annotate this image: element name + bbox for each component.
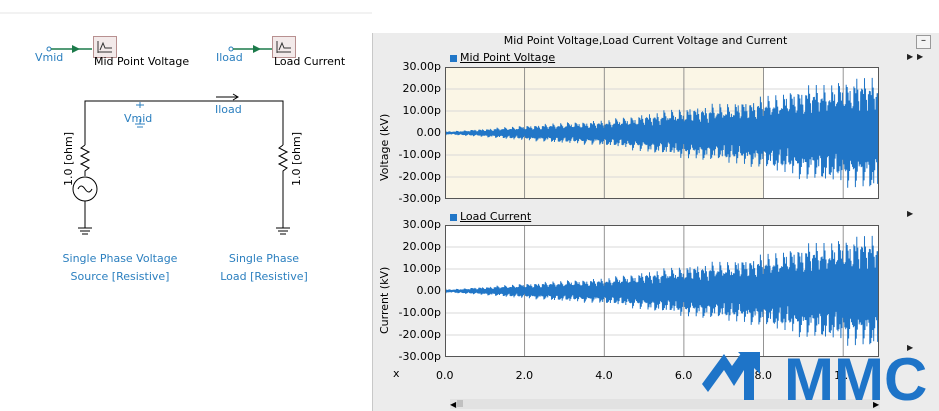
source-caption-line2: Source [Resistive] xyxy=(70,270,170,283)
current-plot-area[interactable] xyxy=(445,225,879,357)
scroll-left-arrow[interactable]: ◀ xyxy=(450,400,457,409)
vmid-meter-label: Mid Point Voltage xyxy=(94,55,190,68)
plot-frame xyxy=(445,225,879,357)
y-tick-label: 0.00 xyxy=(416,126,442,139)
y-tick-label: 20.00p xyxy=(402,82,441,95)
y-tick-label: -20.00p xyxy=(398,328,441,341)
y-tick-label: 20.00p xyxy=(402,240,441,253)
x-tick-label: 4.0 xyxy=(595,369,613,382)
load-caption-line2: Load [Resistive] xyxy=(220,270,308,283)
y-tick-label: 10.00p xyxy=(402,262,441,275)
panel-current-header: Load Current xyxy=(373,209,878,225)
y-tick-label: -30.00p xyxy=(398,350,441,363)
legend-swatch-current xyxy=(450,214,457,221)
vmid-node-probe xyxy=(135,102,145,128)
scroll-right-arrow[interactable]: ▶ xyxy=(873,400,880,409)
y-tick-label: 30.00p xyxy=(402,218,441,231)
iload-meter-label: Load Current xyxy=(274,55,346,68)
y-tick-label: 0.00 xyxy=(416,284,442,297)
load-caption: Single Phase Load [Resistive] xyxy=(204,250,324,286)
waveform-series xyxy=(445,77,879,188)
vmid-input-label: Vmid xyxy=(35,51,64,64)
load-caption-line1: Single Phase xyxy=(228,252,300,265)
branch-iload-label: Iload xyxy=(215,103,242,116)
iload-signal-wire xyxy=(228,45,272,53)
vmid-meter-icon[interactable] xyxy=(93,36,117,58)
current-y-axis-label: Current (kV) xyxy=(378,266,391,334)
y-tick-label: 10.00p xyxy=(402,104,441,117)
y-tick-label: 30.00p xyxy=(402,60,441,73)
circuit-schematic: Vmid Mid Point Voltage Iload Load Curren… xyxy=(0,0,372,411)
panel-voltage-scroll-arrow[interactable]: ▶ xyxy=(917,52,924,61)
source-caption-line1: Single Phase Voltage xyxy=(62,252,178,265)
x-tick-label: 1... xyxy=(834,369,852,382)
plot-frame xyxy=(445,67,879,199)
voltage-plot-area[interactable] xyxy=(445,67,879,199)
scroll-thumb[interactable] xyxy=(457,400,463,407)
logo-text: MMC xyxy=(784,346,927,404)
x-tick-label: 2.0 xyxy=(515,369,534,382)
legend-label-voltage[interactable]: Mid Point Voltage xyxy=(460,51,556,64)
iload-input-label: Iload xyxy=(216,51,243,64)
mmc-logo: MMC xyxy=(702,346,927,404)
y-tick-label: -10.00p xyxy=(398,148,441,161)
x-tick-label: 0.0 xyxy=(436,369,454,382)
node-vmid-label: Vmid xyxy=(124,112,153,125)
x-axis-name: x xyxy=(393,367,400,380)
source-caption: Single Phase Voltage Source [Resistive] xyxy=(50,250,190,286)
y-tick-label: -10.00p xyxy=(398,306,441,319)
main-circuit xyxy=(72,93,290,235)
minimize-button[interactable]: – xyxy=(916,35,931,49)
vmid-signal-wire xyxy=(46,45,92,53)
schematic-wiring xyxy=(0,12,372,235)
plot-window: Mid Point Voltage,Load Current Voltage a… xyxy=(372,33,939,411)
iload-meter-icon[interactable] xyxy=(272,36,296,58)
load-resistor-label: 1.0 [ohm] xyxy=(290,132,303,186)
legend-swatch-voltage xyxy=(450,55,457,62)
waveform-series xyxy=(445,235,879,346)
plot-window-title: Mid Point Voltage,Load Current Voltage a… xyxy=(503,34,788,47)
panel-voltage-expand-arrow[interactable]: ▶ xyxy=(907,52,914,61)
y-tick-label: -20.00p xyxy=(398,170,441,183)
panel-current-expand-arrow[interactable]: ▶ xyxy=(907,209,914,218)
horizontal-scrollbar[interactable]: ◀ ▶ xyxy=(450,399,880,409)
legend-label-current[interactable]: Load Current xyxy=(460,210,532,223)
panel-current-side-arrow[interactable]: ▶ xyxy=(907,343,914,352)
panel-voltage-header: Mid Point Voltage xyxy=(373,50,878,66)
source-resistor-label: 1.0 [ohm] xyxy=(62,132,75,186)
x-tick-label: 6.0 xyxy=(674,369,693,382)
voltage-y-axis-label: Voltage (kV) xyxy=(378,113,391,181)
y-tick-label: -30.00p xyxy=(398,192,441,205)
